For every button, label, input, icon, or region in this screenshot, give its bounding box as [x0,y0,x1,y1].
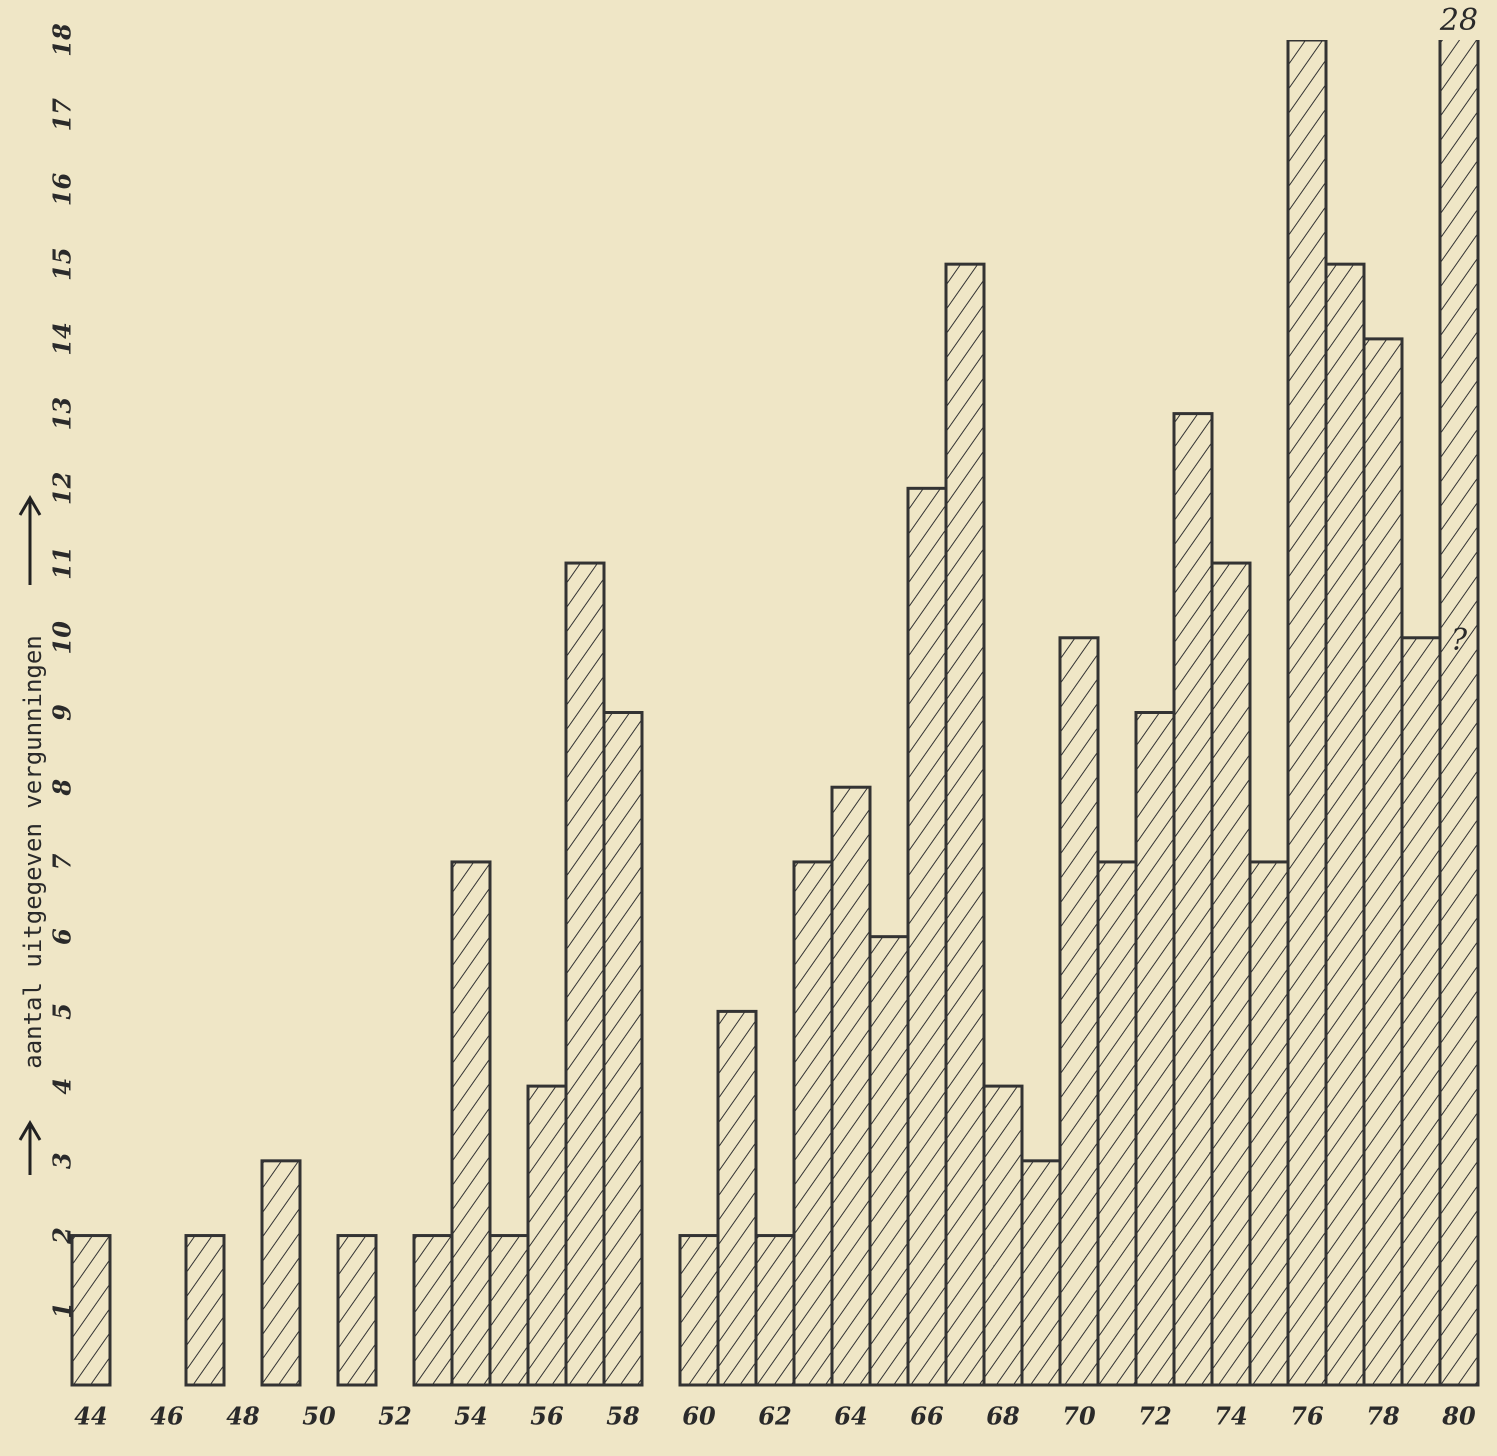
x-tick-label: 62 [758,1402,791,1431]
y-tick-label: 4 [48,1078,77,1095]
bar [944,262,986,1387]
y-tick-label: 7 [48,853,77,870]
x-tick-label: 72 [1138,1402,1171,1431]
bar [1020,1159,1062,1387]
x-tick-label: 66 [910,1402,944,1431]
x-tick-label: 68 [986,1402,1020,1431]
bar [1324,262,1366,1387]
bar [488,1234,530,1387]
bar [1096,860,1138,1387]
x-tick-label: 70 [1062,1402,1096,1431]
y-tick-label: 9 [48,704,77,721]
y-tick-label: 17 [48,98,77,132]
y-tick-label: 8 [48,779,77,797]
bar [450,860,492,1387]
x-tick-label: 46 [150,1402,184,1431]
x-tick-label: 74 [1214,1402,1247,1431]
x-tick-label: 76 [1290,1402,1324,1431]
y-tick-label: 12 [48,472,77,505]
bar [260,1159,302,1387]
bar [1286,40,1328,1387]
y-tick-label: 18 [48,23,77,57]
bar [830,785,872,1387]
y-tick-label: 10 [48,621,77,655]
x-tick-label: 60 [682,1402,716,1431]
y-tick-label: 13 [48,397,77,430]
x-tick-label: 64 [834,1402,867,1431]
plot-area [70,40,1480,1387]
bar [1362,337,1404,1387]
bar [526,1084,568,1387]
x-tick-label: 44 [74,1402,107,1431]
y-tick-label: 11 [48,546,77,579]
bar [1248,860,1290,1387]
y-tick-label: 15 [48,247,77,280]
x-tick-label: 58 [606,1402,640,1431]
y-tick-label: 2 [48,1227,77,1245]
bar [906,486,948,1387]
y-tick-label: 6 [48,928,77,945]
bar [1400,636,1442,1387]
bar [564,561,606,1387]
bar [1210,561,1252,1387]
bar [184,1234,226,1387]
bar [754,1234,796,1387]
bar [678,1234,720,1387]
bar [1438,40,1480,1387]
x-tick-label: 78 [1366,1402,1400,1431]
bar [792,860,834,1387]
bar [868,935,910,1387]
x-tick-label: 48 [226,1402,260,1431]
y-tick-label: 14 [48,322,77,355]
x-tick-label: 80 [1441,1402,1476,1431]
y-tick-label: 16 [48,172,77,206]
annotation: ? [1451,623,1468,658]
bar [412,1234,454,1387]
x-tick-label: 52 [378,1402,411,1431]
bar [336,1234,378,1387]
x-tick-label: 56 [530,1402,564,1431]
bar [70,1234,112,1387]
axis-arrows [18,495,42,1175]
bar [982,1084,1024,1387]
bar [602,711,644,1387]
y-axis-title: aantal uitgegeven vergunningen [19,635,47,1068]
y-tick-label: 5 [48,1003,77,1020]
y-tick-label: 3 [48,1152,77,1169]
bar [1172,412,1214,1387]
bar [1134,711,1176,1387]
bar [1058,636,1100,1387]
x-tick-label: 54 [454,1402,487,1431]
value-label: 28 [1439,3,1478,38]
y-tick-label: 1 [48,1302,77,1319]
x-tick-label: 50 [302,1402,336,1431]
bar [716,1009,758,1387]
